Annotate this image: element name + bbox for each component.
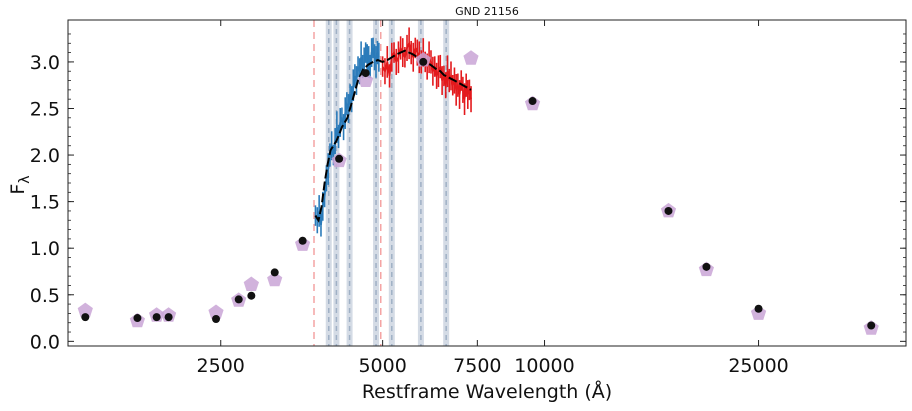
x-tick-label-1: 5000	[358, 355, 406, 377]
photometry-point-12	[529, 97, 537, 105]
y-tick-label-3: 1.5	[30, 192, 60, 214]
y-tick-label-1: 0.5	[30, 285, 60, 307]
photometry-point-7	[271, 268, 279, 276]
photometry-point-5	[235, 295, 243, 303]
photometry-point-9	[335, 155, 343, 163]
plot-area	[78, 20, 879, 346]
chart-title: GND 21156	[455, 5, 519, 18]
y-tick-label-6: 3.0	[30, 52, 60, 74]
photometry-point-13	[664, 207, 672, 215]
photometry-point-15	[755, 305, 763, 313]
x-tick-label-2: 7500	[453, 355, 501, 377]
photometry-point-11	[419, 58, 427, 66]
y-tick-label-0: 0.0	[30, 331, 60, 353]
photometry-point-10	[362, 69, 370, 77]
spectrum_red-group	[383, 27, 471, 115]
photometry-point-0	[81, 313, 89, 321]
model-photometry-point-12	[463, 50, 478, 64]
photometry-point-2	[153, 313, 161, 321]
y-tick-label-2: 1.0	[30, 238, 60, 260]
y-axis-label-sub: λ	[17, 175, 33, 183]
y-tick-label-4: 2.0	[30, 145, 60, 167]
photometry-point-3	[165, 313, 173, 321]
x-tick-label-0: 2500	[197, 355, 245, 377]
x-axis-label: Restframe Wavelength (Å)	[362, 380, 612, 403]
photometry-point-1	[133, 314, 141, 322]
photometry-point-6	[247, 292, 255, 300]
photometry-point-14	[702, 263, 710, 271]
x-axis: 2500 5000 7500 10000 25000	[197, 20, 789, 377]
model-photometry-point-6	[244, 277, 259, 292]
x-tick-label-4: 25000	[728, 355, 788, 377]
x-tick-label-3: 10000	[514, 355, 574, 377]
y-axis-label-main: F	[7, 184, 29, 195]
photometry-point-16	[867, 322, 875, 330]
photometry-point-4	[212, 315, 220, 323]
plot-frame	[68, 20, 906, 346]
photometry-point-8	[299, 237, 307, 245]
y-tick-label-5: 2.5	[30, 98, 60, 120]
